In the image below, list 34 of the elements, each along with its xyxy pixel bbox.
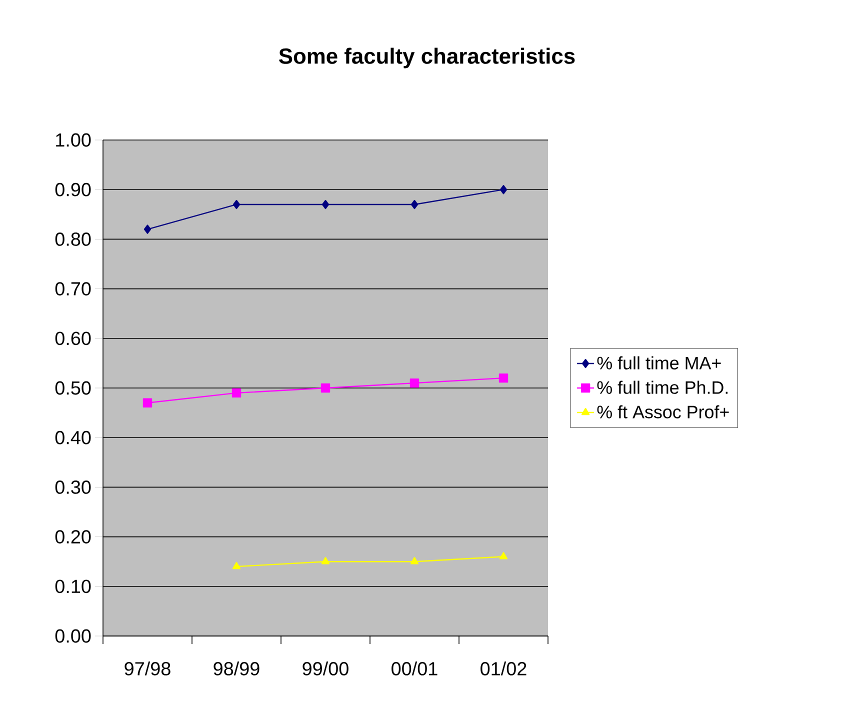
- point: [498, 373, 508, 383]
- point: [321, 557, 330, 564]
- y-tick-label: 0.70: [55, 282, 91, 296]
- y-tick-label: 0.60: [55, 332, 91, 346]
- y-tick-label: 0.20: [55, 530, 91, 544]
- y-tick-label: 0.80: [55, 232, 91, 246]
- point: [410, 557, 419, 564]
- point: [142, 398, 152, 408]
- point: [410, 378, 420, 388]
- y-tick-label: 0.50: [55, 381, 91, 395]
- y-tick-label: 0.10: [55, 580, 91, 594]
- chart-title: Some faculty characteristics: [279, 48, 575, 68]
- x-tick-label: 98/99: [214, 662, 260, 676]
- y-tick-label: 0.40: [55, 430, 91, 444]
- point: [499, 552, 508, 560]
- point: [232, 562, 241, 570]
- legend-label: % full time Ph.D.: [597, 380, 728, 394]
- y-tick-label: 0.30: [55, 480, 91, 494]
- y-tick-label: 0.90: [55, 182, 91, 196]
- point: [144, 224, 152, 234]
- point: [322, 200, 330, 210]
- legend-label: % ft Assoc Prof+: [597, 405, 729, 418]
- x-tick-label: 01/02: [480, 662, 526, 676]
- x-tick-label: 00/01: [392, 662, 438, 676]
- point: [410, 200, 418, 210]
- y-tick-label: 1.00: [56, 133, 91, 147]
- point: [500, 184, 508, 194]
- y-tick-label: 0.00: [55, 629, 91, 643]
- x-tick-label: 97/98: [124, 662, 170, 676]
- x-tick-label: 99/00: [302, 662, 348, 676]
- point: [232, 200, 240, 210]
- point: [320, 383, 330, 393]
- legend-label: % full time MA+: [597, 356, 721, 370]
- point: [232, 388, 242, 398]
